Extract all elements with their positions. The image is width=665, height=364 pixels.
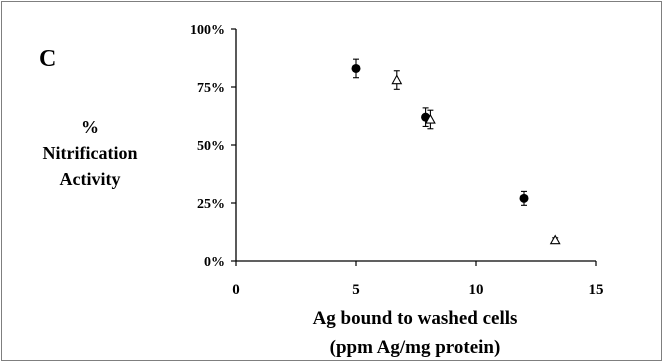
panel-label: C xyxy=(39,46,56,72)
y-tick-label: 100% xyxy=(190,23,225,38)
data-marks xyxy=(351,58,561,245)
y-tick-label: 50% xyxy=(197,139,225,154)
data-point-open-triangle xyxy=(391,74,403,85)
x-tick-label: 10 xyxy=(469,282,484,298)
y-axis-label-line-2: Nitrification xyxy=(43,143,138,163)
data-point-open-triangle xyxy=(424,113,436,124)
y-tick-label: 75% xyxy=(197,81,225,96)
x-tick-label: 0 xyxy=(232,282,240,298)
x-axis-label-line-2: (ppm Ag/mg protein) xyxy=(330,337,501,358)
axes: 0% 25% 50% 75% 100% 0 5 10 15 xyxy=(190,23,604,298)
x-tick-label: 5 xyxy=(352,282,360,298)
y-tick-label: 0% xyxy=(204,255,225,270)
y-axis-label-line-1: % xyxy=(81,117,99,137)
x-tick-label: 15 xyxy=(589,282,604,298)
data-point-filled-circle xyxy=(519,193,529,203)
y-axis-label-line-3: Activity xyxy=(60,169,121,189)
y-tick-label: 25% xyxy=(197,197,225,212)
x-axis-label-line-1: Ag bound to washed cells xyxy=(313,308,518,329)
data-point-open-triangle xyxy=(549,234,561,245)
data-point-filled-circle xyxy=(351,63,361,73)
